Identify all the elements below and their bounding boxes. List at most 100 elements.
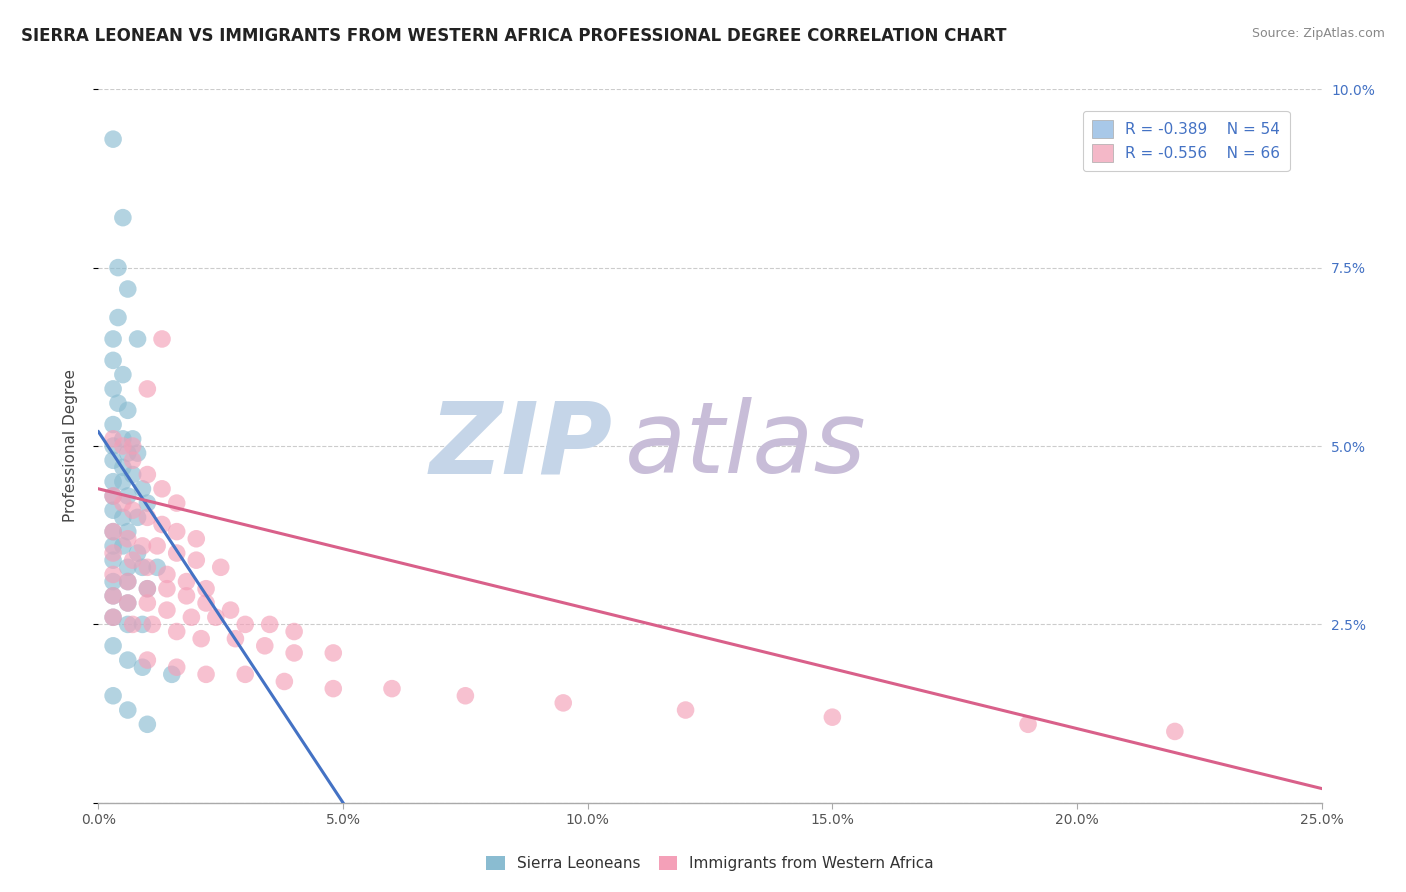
Point bbox=[117, 653, 139, 667]
Point bbox=[259, 617, 281, 632]
Point bbox=[117, 524, 139, 539]
Point bbox=[205, 610, 228, 624]
Point bbox=[1164, 724, 1187, 739]
Point bbox=[219, 603, 242, 617]
Point bbox=[117, 532, 139, 546]
Point bbox=[111, 510, 134, 524]
Point bbox=[675, 703, 697, 717]
Point bbox=[176, 574, 198, 589]
Point bbox=[121, 453, 143, 467]
Point bbox=[101, 503, 124, 517]
Point bbox=[283, 646, 305, 660]
Point bbox=[101, 546, 124, 560]
Point bbox=[166, 524, 188, 539]
Point bbox=[101, 610, 124, 624]
Point bbox=[136, 582, 159, 596]
Point bbox=[127, 446, 149, 460]
Point bbox=[131, 482, 153, 496]
Legend: Sierra Leoneans, Immigrants from Western Africa: Sierra Leoneans, Immigrants from Western… bbox=[479, 850, 941, 877]
Point bbox=[101, 475, 124, 489]
Point bbox=[107, 310, 129, 325]
Point bbox=[136, 582, 159, 596]
Point bbox=[101, 589, 124, 603]
Point bbox=[117, 596, 139, 610]
Text: Source: ZipAtlas.com: Source: ZipAtlas.com bbox=[1251, 27, 1385, 40]
Point bbox=[101, 689, 124, 703]
Point bbox=[101, 417, 124, 432]
Point bbox=[136, 596, 159, 610]
Point bbox=[136, 496, 159, 510]
Point bbox=[101, 539, 124, 553]
Point bbox=[107, 396, 129, 410]
Point bbox=[117, 574, 139, 589]
Point bbox=[233, 667, 256, 681]
Point bbox=[131, 539, 153, 553]
Point bbox=[101, 439, 124, 453]
Point bbox=[101, 382, 124, 396]
Point bbox=[136, 653, 159, 667]
Point bbox=[166, 660, 188, 674]
Point bbox=[821, 710, 844, 724]
Point bbox=[131, 617, 153, 632]
Text: atlas: atlas bbox=[624, 398, 866, 494]
Point bbox=[195, 667, 218, 681]
Y-axis label: Professional Degree: Professional Degree bbox=[63, 369, 77, 523]
Point bbox=[117, 703, 139, 717]
Point bbox=[176, 589, 198, 603]
Point bbox=[127, 510, 149, 524]
Point bbox=[553, 696, 575, 710]
Point bbox=[107, 260, 129, 275]
Point bbox=[136, 467, 159, 482]
Point bbox=[101, 353, 124, 368]
Point bbox=[101, 553, 124, 567]
Point bbox=[146, 560, 169, 574]
Point bbox=[121, 617, 143, 632]
Point bbox=[186, 532, 208, 546]
Point bbox=[101, 332, 124, 346]
Point bbox=[111, 439, 134, 453]
Point bbox=[101, 432, 124, 446]
Point bbox=[190, 632, 212, 646]
Point bbox=[101, 524, 124, 539]
Text: SIERRA LEONEAN VS IMMIGRANTS FROM WESTERN AFRICA PROFESSIONAL DEGREE CORRELATION: SIERRA LEONEAN VS IMMIGRANTS FROM WESTER… bbox=[21, 27, 1007, 45]
Point bbox=[117, 596, 139, 610]
Point bbox=[224, 632, 246, 646]
Point bbox=[136, 510, 159, 524]
Point bbox=[121, 553, 143, 567]
Point bbox=[273, 674, 295, 689]
Point bbox=[150, 482, 173, 496]
Point bbox=[101, 610, 124, 624]
Point bbox=[253, 639, 276, 653]
Point bbox=[111, 368, 134, 382]
Point bbox=[150, 517, 173, 532]
Point bbox=[146, 539, 169, 553]
Point bbox=[117, 282, 139, 296]
Point bbox=[101, 453, 124, 467]
Point bbox=[166, 496, 188, 510]
Point bbox=[136, 717, 159, 731]
Point bbox=[117, 560, 139, 574]
Point bbox=[160, 667, 183, 681]
Point bbox=[111, 539, 134, 553]
Point bbox=[121, 439, 143, 453]
Point bbox=[322, 646, 344, 660]
Point bbox=[121, 503, 143, 517]
Point bbox=[1017, 717, 1039, 731]
Point bbox=[111, 432, 134, 446]
Point bbox=[101, 524, 124, 539]
Point bbox=[121, 467, 143, 482]
Point bbox=[101, 639, 124, 653]
Point bbox=[322, 681, 344, 696]
Point bbox=[117, 574, 139, 589]
Point bbox=[150, 332, 173, 346]
Point bbox=[121, 432, 143, 446]
Point bbox=[131, 660, 153, 674]
Point bbox=[166, 546, 188, 560]
Point bbox=[156, 603, 179, 617]
Point bbox=[136, 382, 159, 396]
Point bbox=[283, 624, 305, 639]
Point bbox=[156, 582, 179, 596]
Point bbox=[156, 567, 179, 582]
Text: ZIP: ZIP bbox=[429, 398, 612, 494]
Point bbox=[233, 617, 256, 632]
